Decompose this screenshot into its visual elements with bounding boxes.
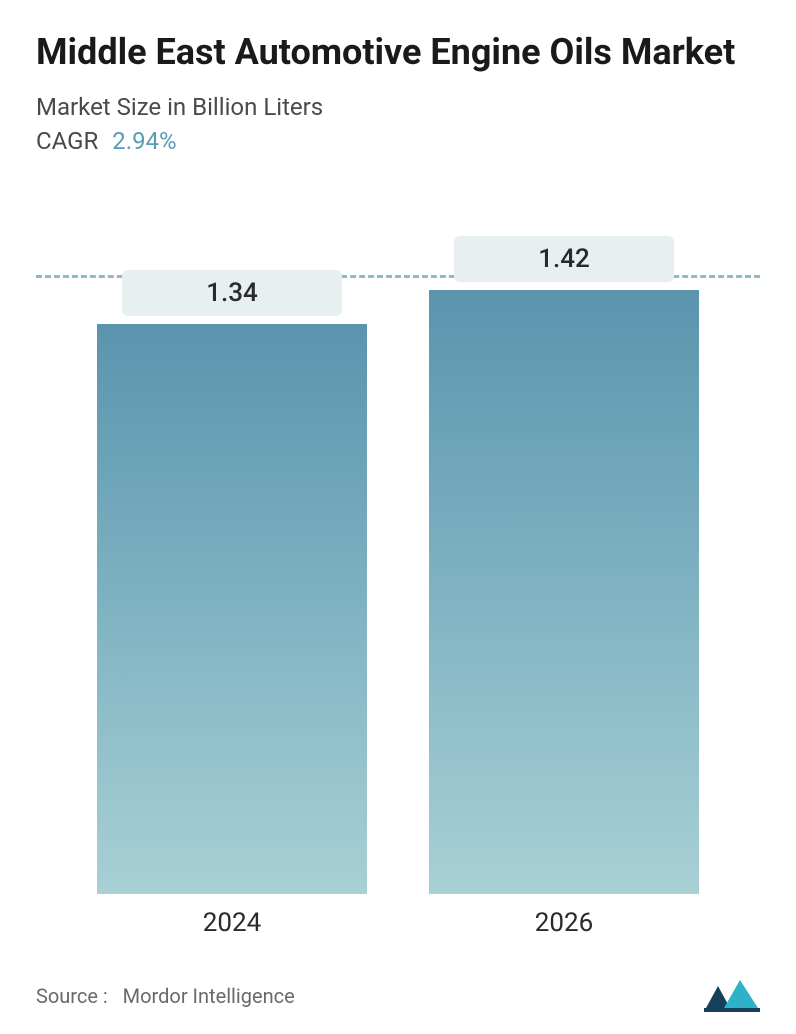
bar-group-1: 1.42 2026 (424, 236, 704, 938)
x-label-0: 2024 (203, 908, 261, 938)
cagr-line: CAGR 2.94% (36, 127, 760, 155)
value-badge-0: 1.34 (122, 270, 342, 316)
cagr-value: 2.94% (112, 127, 176, 155)
chart-container: Middle East Automotive Engine Oils Marke… (0, 0, 796, 1034)
bar-1 (429, 290, 699, 894)
chart-title: Middle East Automotive Engine Oils Marke… (36, 30, 760, 75)
value-badge-1: 1.42 (454, 236, 674, 282)
chart-area: 1.34 2024 1.42 2026 (36, 195, 760, 938)
chart-subtitle: Market Size in Billion Liters (36, 93, 760, 121)
cagr-label: CAGR (36, 127, 98, 155)
mordor-logo-icon (704, 978, 760, 1014)
footer: Source : Mordor Intelligence (36, 948, 760, 1014)
x-label-1: 2026 (535, 908, 593, 938)
source-text: Source : Mordor Intelligence (36, 984, 295, 1008)
bar-group-0: 1.34 2024 (92, 270, 372, 938)
bar-0 (97, 324, 367, 894)
